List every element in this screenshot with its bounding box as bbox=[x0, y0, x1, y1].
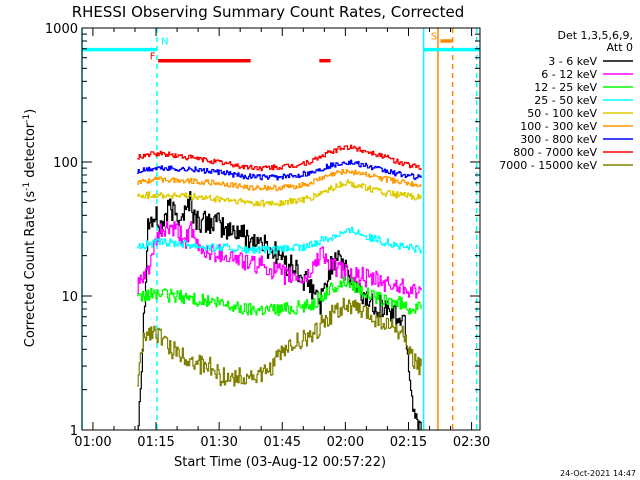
legend-label-4: 25 - 50 keV bbox=[534, 94, 597, 107]
y-tick-label-1: 1 bbox=[70, 424, 78, 439]
flag-annotation-1: F bbox=[150, 52, 156, 63]
series-line-9 bbox=[137, 297, 422, 387]
flag-annotation-3: S bbox=[431, 32, 437, 43]
y-label-sup-1: -1 bbox=[22, 182, 32, 191]
timestamp-label: 24-Oct-2021 14:47 bbox=[560, 469, 636, 478]
legend-label-8: 800 - 7000 keV bbox=[513, 146, 597, 159]
legend-label-3: 12 - 25 keV bbox=[534, 81, 597, 94]
y-tick-label-2: 10 bbox=[61, 290, 78, 305]
x-tick-label-4: 01:45 bbox=[264, 435, 301, 450]
flags-layer bbox=[81, 28, 480, 430]
series-line-2 bbox=[137, 221, 422, 299]
x-tick-label-7: 02:30 bbox=[453, 435, 490, 450]
y-label-mid: detector bbox=[23, 122, 38, 182]
legend-label-9: 7000 - 15000 keV bbox=[499, 159, 597, 172]
legend-header-2: Att 0 bbox=[607, 41, 633, 54]
series-line-7 bbox=[137, 159, 422, 181]
y-label-sup-2: -1 bbox=[22, 114, 32, 123]
chart-title: RHESSI Observing Summary Count Rates, Co… bbox=[72, 3, 465, 21]
y-axis-label: Corrected Count Rate (s-1 detector-1) bbox=[22, 109, 38, 347]
legend-label-7: 300 - 800 keV bbox=[520, 133, 597, 146]
series-line-8 bbox=[137, 144, 422, 172]
plot-area: 01:00 01:15 01:30 01:45 02:00 02:15 02:30 1 10 10… bbox=[45, 22, 490, 450]
series-line-6 bbox=[137, 168, 422, 192]
x-axis-label: Start Time (03-Aug-12 00:57:22) bbox=[174, 455, 386, 470]
y-label-main: Corrected Count Rate (s bbox=[23, 191, 38, 348]
series-line-5 bbox=[137, 179, 422, 208]
x-tick-label-5: 02:00 bbox=[327, 435, 364, 450]
series-layer bbox=[137, 144, 422, 431]
plot-frame bbox=[81, 27, 481, 431]
legend-label-5: 50 - 100 keV bbox=[527, 107, 597, 120]
x-tick-label-6: 02:15 bbox=[390, 435, 427, 450]
legend-header-1: Det 1,3,5,6,9, bbox=[557, 29, 633, 42]
ticks-layer: 01:00 01:15 01:30 01:45 02:00 02:15 02:30 1 10 10… bbox=[45, 22, 490, 450]
series-line-4 bbox=[137, 226, 422, 255]
legend-label-2: 6 - 12 keV bbox=[541, 68, 597, 81]
x-tick-label-3: 01:30 bbox=[200, 435, 237, 450]
y-label-end: ) bbox=[23, 109, 38, 114]
x-tick-label-2: 01:15 bbox=[137, 435, 174, 450]
x-tick-label-1: 01:00 bbox=[74, 435, 111, 450]
legend-label-6: 100 - 300 keV bbox=[520, 120, 597, 133]
y-tick-label-4: 1000 bbox=[45, 22, 78, 37]
y-tick-label-3: 100 bbox=[53, 156, 78, 171]
annotations-layer: FN S bbox=[150, 32, 437, 63]
flag-annotation-2: N bbox=[161, 37, 168, 48]
legend-label-1: 3 - 6 keV bbox=[548, 55, 597, 68]
series-line-3 bbox=[137, 276, 422, 317]
series-line-1 bbox=[137, 191, 422, 431]
